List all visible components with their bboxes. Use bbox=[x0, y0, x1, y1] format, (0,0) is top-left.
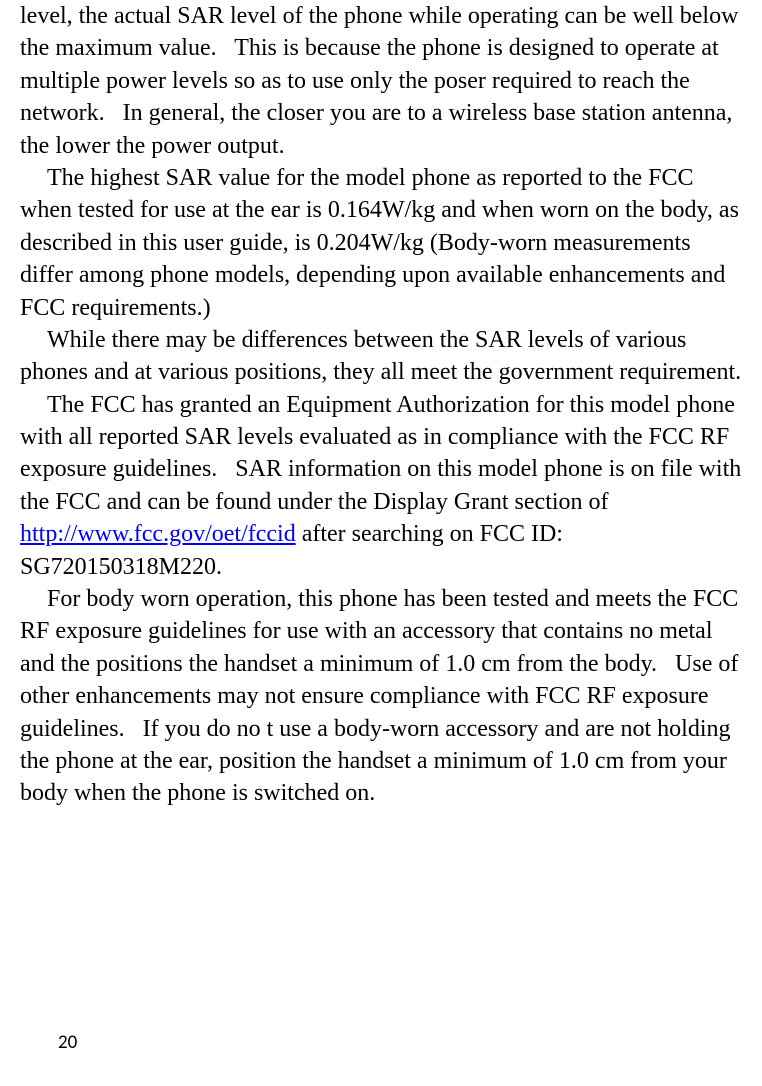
fcc-link[interactable]: http://www.fcc.gov/oet/fccid bbox=[20, 521, 296, 547]
paragraph-4: The FCC has granted an Equipment Authori… bbox=[20, 389, 742, 583]
document-content: level, the actual SAR level of the phone… bbox=[20, 0, 742, 810]
paragraph-1: level, the actual SAR level of the phone… bbox=[20, 0, 742, 162]
paragraph-3: While there may be differences between t… bbox=[20, 324, 742, 389]
text-segment: In general, the closer you are to a wire… bbox=[20, 100, 732, 158]
text-segment: If you do no t use a body-worn accessory… bbox=[20, 716, 731, 807]
text-segment: For body worn operation, this phone has … bbox=[20, 586, 738, 677]
text-segment: The highest SAR value for the model phon… bbox=[20, 165, 739, 321]
text-segment: While there may be differences between t… bbox=[20, 327, 741, 385]
paragraph-5: For body worn operation, this phone has … bbox=[20, 583, 742, 810]
paragraph-2: The highest SAR value for the model phon… bbox=[20, 162, 742, 324]
page-number: 20 bbox=[58, 1030, 77, 1056]
